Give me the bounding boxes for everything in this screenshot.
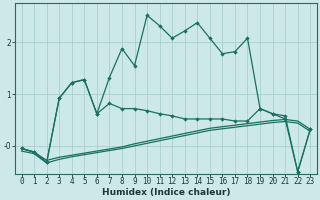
X-axis label: Humidex (Indice chaleur): Humidex (Indice chaleur) xyxy=(102,188,230,197)
